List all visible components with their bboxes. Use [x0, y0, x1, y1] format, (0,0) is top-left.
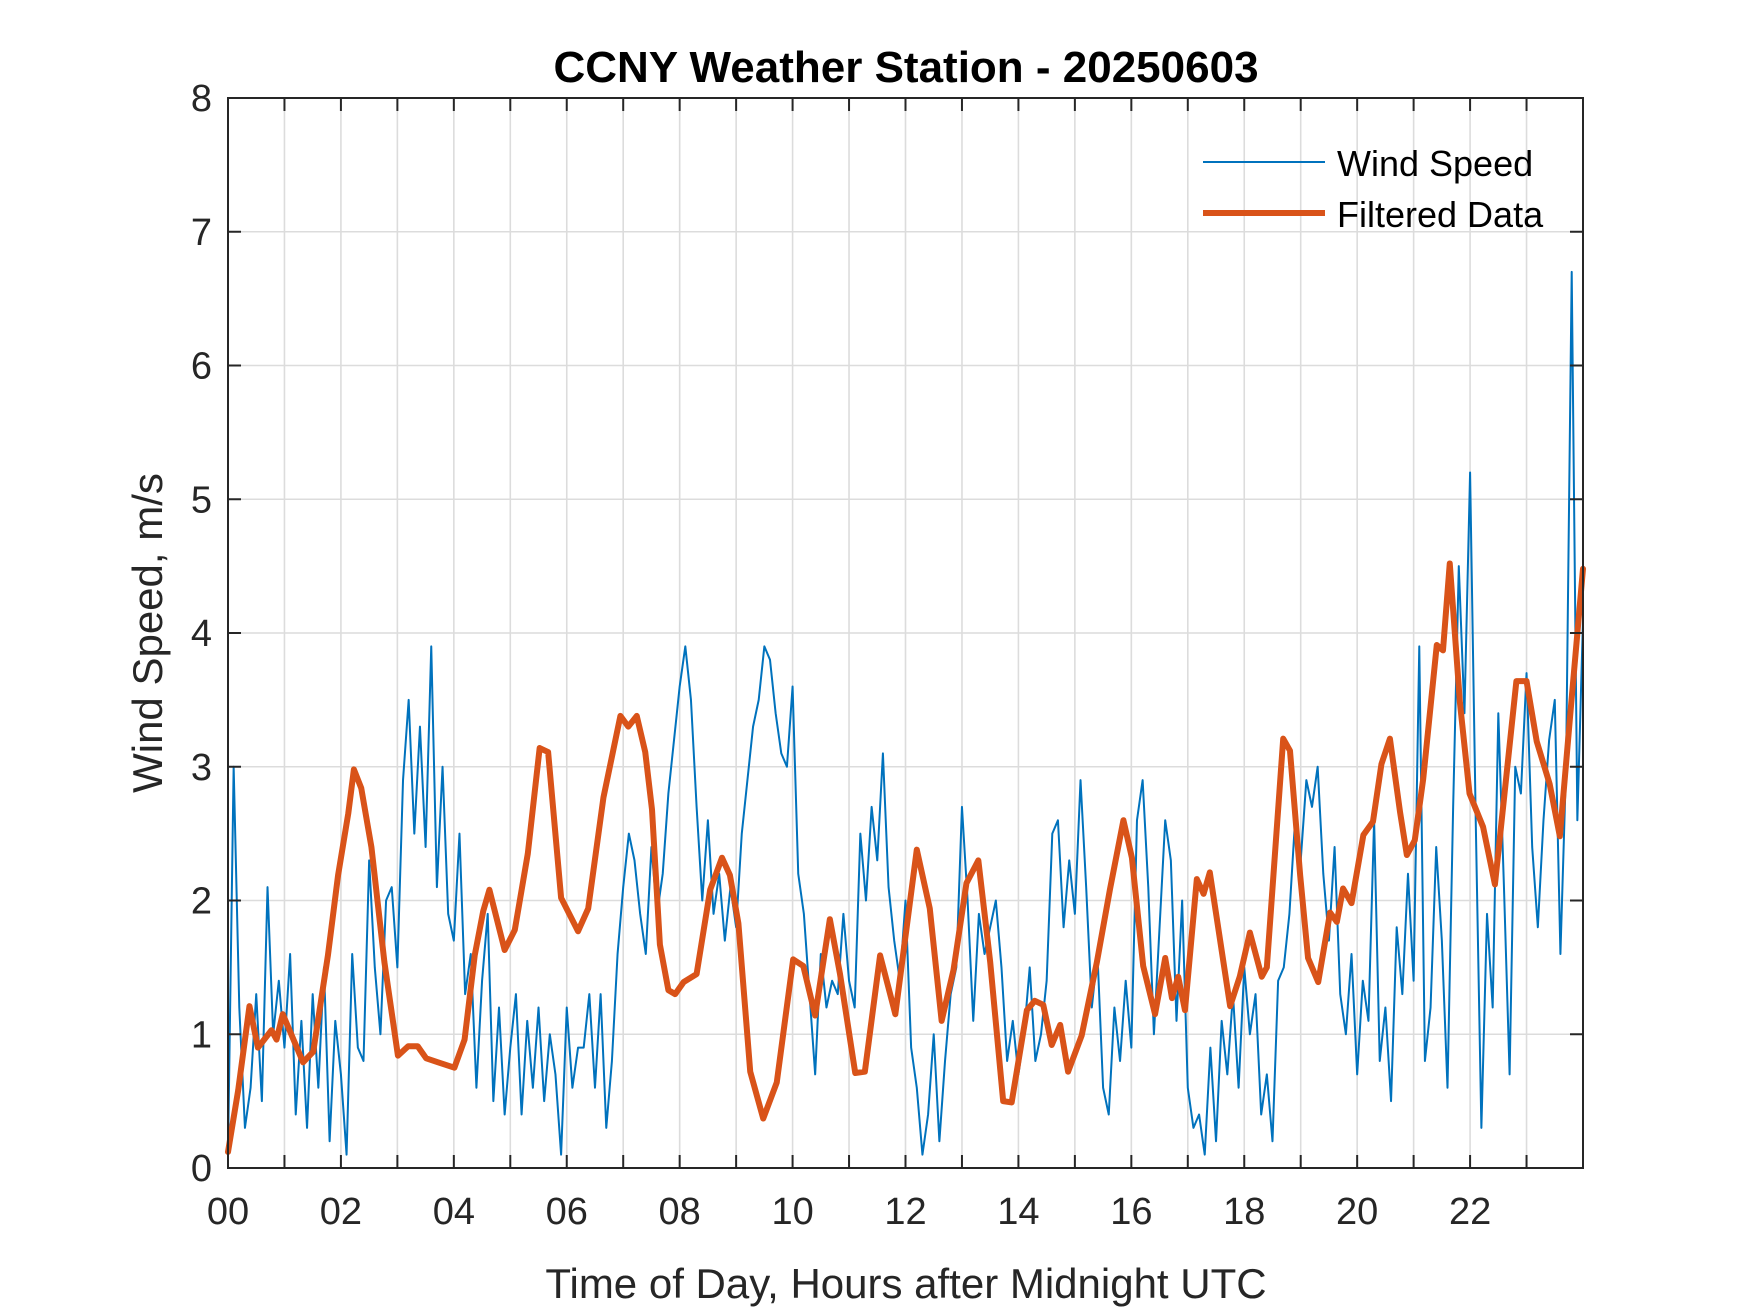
x-tick-label: 16	[1110, 1191, 1152, 1233]
x-axis-label: Time of Day, Hours after Midnight UTC	[545, 1260, 1266, 1307]
y-tick-label: 1	[191, 1014, 212, 1056]
y-tick-label: 3	[191, 747, 212, 789]
x-tick-label: 10	[771, 1191, 813, 1233]
y-tick-labels: 0 1 2 3 4 5 6 7 8	[191, 78, 212, 1190]
legend-label-filtered-data: Filtered Data	[1337, 194, 1544, 235]
x-tick-label: 08	[659, 1191, 701, 1233]
y-tick-label: 7	[191, 212, 212, 254]
x-tick-label: 06	[546, 1191, 588, 1233]
legend-label-wind-speed: Wind Speed	[1337, 143, 1533, 184]
x-tick-label: 22	[1449, 1191, 1491, 1233]
x-tick-label: 02	[320, 1191, 362, 1233]
series-line-filtered-data	[225, 560, 1586, 1155]
y-tick-label: 4	[191, 613, 212, 655]
x-tick-label: 20	[1336, 1191, 1378, 1233]
x-tick-label: 14	[997, 1191, 1039, 1233]
y-tick-label: 0	[191, 1148, 212, 1190]
grid-lines	[228, 98, 1583, 1168]
y-tick-label: 5	[191, 479, 212, 521]
y-axis-label: Wind Speed, m/s	[124, 473, 171, 793]
x-tick-labels: 00 02 04 06 08 10 12 14 16 18 20 22	[207, 1191, 1491, 1233]
x-tick-label: 00	[207, 1191, 249, 1233]
chart-title: CCNY Weather Station - 20250603	[553, 43, 1258, 92]
x-tick-label: 12	[884, 1191, 926, 1233]
y-tick-label: 6	[191, 346, 212, 388]
legend: Wind Speed Filtered Data	[1203, 143, 1544, 235]
axis-ticks	[228, 98, 1583, 1168]
series-line-wind-speed	[227, 150, 1584, 1156]
plot-series	[225, 150, 1586, 1156]
y-tick-label: 8	[191, 78, 212, 120]
x-tick-label: 04	[433, 1191, 475, 1233]
y-tick-label: 2	[191, 881, 212, 923]
x-tick-label: 18	[1223, 1191, 1265, 1233]
